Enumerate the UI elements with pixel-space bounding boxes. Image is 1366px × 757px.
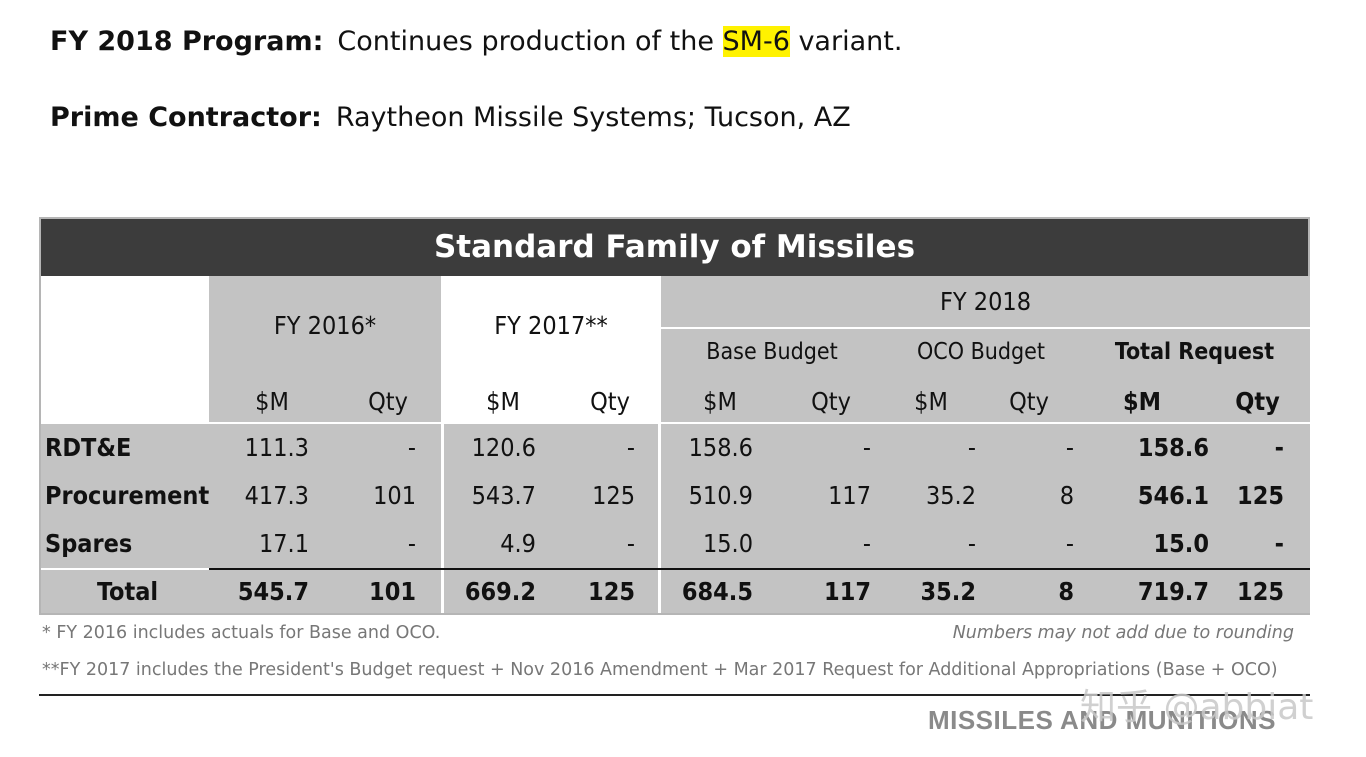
qty-header: Qty: [1009, 387, 1049, 416]
oco-budget-header: OCO Budget: [916, 339, 1046, 365]
contractor-line: Prime Contractor: Raytheon Missile System…: [50, 102, 851, 133]
table-cell: -: [862, 433, 871, 462]
budget-table: Standard Family of Missiles FY 2016* FY …: [39, 217, 1310, 615]
row-label-spares: Spares: [45, 529, 133, 558]
program-label: FY 2018 Program:: [50, 26, 324, 57]
table-cell: 546.1: [1137, 481, 1209, 510]
contractor-label: Prime Contractor:: [50, 102, 322, 133]
total-line: [209, 568, 1310, 570]
table-cell: -: [1065, 433, 1074, 462]
table-cell: -: [1065, 529, 1074, 558]
table-cell: 158.6: [688, 433, 753, 462]
table-cell: 117: [828, 481, 871, 510]
rounding-note: Numbers may not add due to rounding: [952, 623, 1294, 643]
data-band: [41, 424, 1310, 568]
sm-header: $M: [914, 387, 948, 416]
table-cell: 8: [1058, 577, 1074, 606]
table-cell: -: [967, 433, 976, 462]
table-cell: 15.0: [1153, 529, 1210, 558]
row-label-rdte: RDT&E: [45, 433, 132, 462]
total-request-header: Total Request: [1114, 339, 1275, 365]
qty-header: Qty: [368, 387, 408, 416]
fy2018-header: FY 2018: [939, 287, 1032, 316]
sm-header: $M: [255, 387, 289, 416]
table-cell: 15.0: [702, 529, 753, 558]
contractor-value: Raytheon Missile Systems; Tucson, AZ: [335, 102, 851, 133]
table-cell: 101: [369, 577, 416, 606]
watermark: 知乎 @abbiat: [1080, 687, 1314, 728]
table-cell: -: [1274, 529, 1284, 558]
program-line: FY 2018 Program: Continues production of …: [50, 26, 902, 57]
table-cell: 8: [1059, 481, 1074, 510]
footnote-fy2016: * FY 2016 includes actuals for Base and …: [42, 623, 441, 643]
table-cell: 545.7: [237, 577, 309, 606]
footer-rule: [39, 694, 1310, 696]
fy2016-header: FY 2016*: [273, 311, 377, 340]
divider: [658, 327, 1310, 329]
table-cell: -: [407, 433, 416, 462]
footnote-fy2017: **FY 2017 includes the President's Budge…: [42, 660, 1278, 680]
divider: [209, 422, 1310, 424]
program-text: Continues production of the: [337, 26, 723, 57]
table-cell: 101: [373, 481, 416, 510]
sm-header: $M: [1122, 387, 1162, 416]
divider: [658, 276, 661, 613]
table-cell: 684.5: [681, 577, 753, 606]
table-cell: 4.9: [500, 529, 536, 558]
table-cell: 125: [592, 481, 635, 510]
table-cell: 719.7: [1137, 577, 1209, 606]
sm-header: $M: [703, 387, 737, 416]
divider: [441, 276, 444, 613]
section-footer: MISSILES AND MUNITIONS: [927, 705, 1276, 735]
table-cell: 35.2: [925, 481, 976, 510]
row-label-total: Total: [97, 577, 159, 606]
table-cell: 35.2: [920, 577, 977, 606]
qty-header: Qty: [590, 387, 630, 416]
table-cell: 125: [588, 577, 635, 606]
qty-header: Qty: [1235, 387, 1280, 416]
table-cell: 158.6: [1137, 433, 1209, 462]
table-cell: 510.9: [688, 481, 753, 510]
table-cell: -: [862, 529, 871, 558]
program-text-end: variant.: [789, 26, 903, 57]
base-budget-header: Base Budget: [706, 339, 838, 365]
table-cell: -: [1274, 433, 1284, 462]
table-cell: -: [626, 529, 635, 558]
fy2017-header: FY 2017**: [494, 311, 608, 340]
program-highlight: SM-6: [722, 26, 790, 57]
table-cell: 125: [1237, 577, 1284, 606]
qty-header: Qty: [811, 387, 851, 416]
table-cell: 117: [824, 577, 871, 606]
table-cell: 543.7: [471, 481, 536, 510]
table-cell: 669.2: [464, 577, 536, 606]
table-cell: 125: [1237, 481, 1284, 510]
table-title: Standard Family of Missiles: [41, 219, 1308, 276]
table-cell: 111.3: [244, 433, 309, 462]
table-cell: 17.1: [258, 529, 309, 558]
total-band: [41, 570, 1310, 613]
row-label-procurement: Procurement: [45, 481, 210, 510]
table-cell: 417.3: [244, 481, 309, 510]
table-cell: 120.6: [471, 433, 536, 462]
table-cell: -: [407, 529, 416, 558]
table-cell: -: [967, 529, 976, 558]
table-cell: -: [626, 433, 635, 462]
sm-header: $M: [486, 387, 520, 416]
